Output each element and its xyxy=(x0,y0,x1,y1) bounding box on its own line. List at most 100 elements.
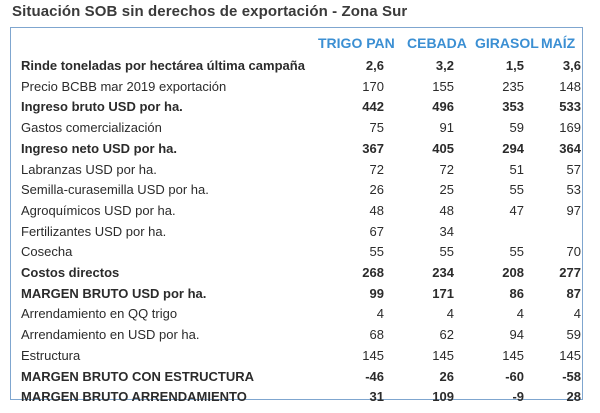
table-row: Fertilizantes USD por ha. 67 34 xyxy=(12,222,581,243)
cell-value: 59 xyxy=(509,120,524,136)
cell-value: 72 xyxy=(369,161,384,177)
data-table: Rinde toneladas por hectárea última camp… xyxy=(12,56,581,408)
cell-value: 55 xyxy=(509,182,524,198)
column-header-girasol: GIRASOL xyxy=(475,35,539,51)
cell-value: 3,2 xyxy=(435,58,454,73)
cell-value: 75 xyxy=(369,120,384,136)
cell-value: 4 xyxy=(446,306,454,322)
table-row: Rinde toneladas por hectárea última camp… xyxy=(12,56,581,77)
cell-value: 4 xyxy=(376,306,384,322)
row-label: Agroquímicos USD por ha. xyxy=(21,202,176,218)
cell-value: 364 xyxy=(559,140,581,156)
row-label: Costos directos xyxy=(21,265,120,281)
column-header-trigo-pan: TRIGO PAN xyxy=(318,35,395,51)
cell-value: 57 xyxy=(566,161,581,177)
cell-value: 533 xyxy=(559,99,581,115)
table-row: Agroquímicos USD por ha. 48 48 47 97 xyxy=(12,201,581,222)
cell-value: 53 xyxy=(566,182,581,198)
cell-value xyxy=(454,222,524,243)
table-body: Rinde toneladas por hectárea última camp… xyxy=(12,56,581,408)
cell-value: 55 xyxy=(439,244,454,260)
row-label: Cosecha xyxy=(21,244,73,260)
table-row: Gastos comercialización 75 91 59 169 xyxy=(12,118,581,139)
row-label: Fertilizantes USD por ha. xyxy=(21,223,167,239)
cell-value: 87 xyxy=(566,285,581,301)
row-label: MARGEN BRUTO USD por ha. xyxy=(21,285,207,301)
cell-value: 294 xyxy=(502,140,524,156)
cell-value: 145 xyxy=(502,347,524,363)
row-label: Semilla-curasemilla USD por ha. xyxy=(21,182,209,198)
cell-value: 91 xyxy=(439,120,454,136)
cell-value: 405 xyxy=(432,140,454,156)
cell-value: 34 xyxy=(439,223,454,239)
cell-value: 51 xyxy=(509,161,524,177)
row-label: Estructura xyxy=(21,347,81,363)
cell-value: 55 xyxy=(369,244,384,260)
column-header-cebada: CEBADA xyxy=(407,35,467,51)
cell-value: 145 xyxy=(362,347,384,363)
cell-value: 234 xyxy=(432,265,454,281)
cell-value: 367 xyxy=(362,140,384,156)
table-row: Estructura 145 145 145 145 xyxy=(12,346,581,367)
cell-value: 145 xyxy=(559,347,581,363)
cell-value: 235 xyxy=(502,78,524,94)
table-row: Arrendamiento en QQ trigo 4 4 4 4 xyxy=(12,304,581,325)
row-label: Arrendamiento en QQ trigo xyxy=(21,306,178,322)
cell-value: 31 xyxy=(369,389,384,405)
row-label: Rinde toneladas por hectárea última camp… xyxy=(21,58,305,73)
row-label: Precio BCBB mar 2019 exportación xyxy=(21,78,227,94)
cell-value: 2,6 xyxy=(365,58,384,73)
cell-value: 62 xyxy=(439,327,454,343)
table-row: Costos directos 268 234 208 277 xyxy=(12,263,581,284)
cell-value: 25 xyxy=(439,182,454,198)
cell-value: 145 xyxy=(432,347,454,363)
row-label: Ingreso neto USD por ha. xyxy=(21,140,178,156)
cell-value: 59 xyxy=(566,327,581,343)
cell-value: 26 xyxy=(439,368,454,384)
cell-value: -46 xyxy=(365,368,384,384)
cell-value: 109 xyxy=(432,389,454,405)
table-frame xyxy=(10,27,583,400)
cell-value: 68 xyxy=(369,327,384,343)
cell-value: 86 xyxy=(509,285,524,301)
cell-value: 3,6 xyxy=(562,58,581,73)
cell-value: 99 xyxy=(369,285,384,301)
table-row: Semilla-curasemilla USD por ha. 26 25 55 53 xyxy=(12,180,581,201)
cell-value: 208 xyxy=(502,265,524,281)
cell-value: 155 xyxy=(432,78,454,94)
table-row: MARGEN BRUTO CON ESTRUCTURA -46 26 -60 -58 xyxy=(12,367,581,388)
table-row: Ingreso bruto USD por ha. 442 496 353 533 xyxy=(12,97,581,118)
row-label: Gastos comercialización xyxy=(21,120,162,136)
cell-value: 97 xyxy=(566,202,581,218)
row-label: MARGEN BRUTO CON ESTRUCTURA xyxy=(21,368,255,384)
cell-value: -9 xyxy=(512,389,524,405)
cell-value: 47 xyxy=(509,202,524,218)
cell-value: 55 xyxy=(509,244,524,260)
column-header-maiz: MAÍZ xyxy=(541,35,576,51)
table-row: Labranzas USD por ha. 72 72 51 57 xyxy=(12,160,581,181)
table-row: Arrendamiento en USD por ha. 68 62 94 59 xyxy=(12,325,581,346)
cell-value: 442 xyxy=(362,99,384,115)
cell-value: 48 xyxy=(369,202,384,218)
cell-value: 26 xyxy=(369,182,384,198)
cell-value: 170 xyxy=(362,78,384,94)
row-label: MARGEN BRUTO ARRENDAMIENTO xyxy=(21,389,247,405)
cell-value: 94 xyxy=(509,327,524,343)
row-label: Labranzas USD por ha. xyxy=(21,161,157,177)
table-row: MARGEN BRUTO USD por ha. 99 171 86 87 xyxy=(12,284,581,305)
cell-value: 4 xyxy=(516,306,524,322)
table-row: Precio BCBB mar 2019 exportación 170 155 23… xyxy=(12,77,581,98)
cell-value: 4 xyxy=(573,306,581,322)
cell-value: 169 xyxy=(559,120,581,136)
cell-value: 496 xyxy=(432,99,454,115)
cell-value: 67 xyxy=(369,223,384,239)
cell-value: 1,5 xyxy=(505,58,524,73)
cell-value: -60 xyxy=(505,368,524,384)
cell-value: 148 xyxy=(559,78,581,94)
row-label: Arrendamiento en USD por ha. xyxy=(21,327,200,343)
cell-value xyxy=(524,222,581,243)
cell-value: 72 xyxy=(439,161,454,177)
cell-value: 277 xyxy=(559,265,581,281)
page-title: Situación SOB sin derechos de exportació… xyxy=(12,3,408,20)
cell-value: 48 xyxy=(439,202,454,218)
